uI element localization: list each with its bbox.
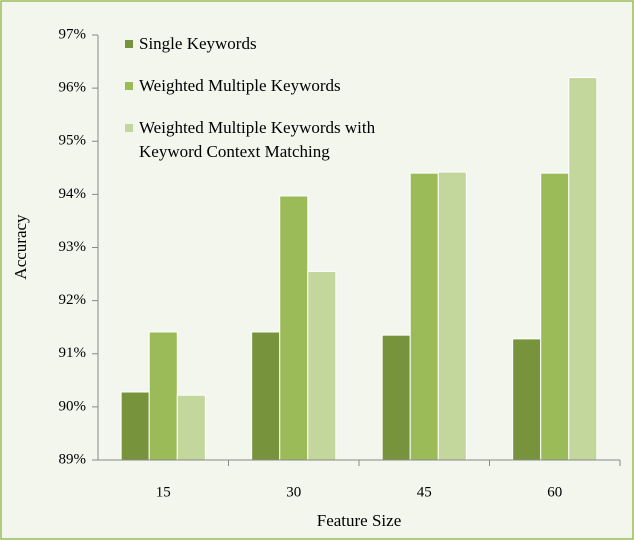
y-tick-label: 90%	[59, 398, 87, 414]
bar	[512, 338, 542, 461]
x-tick-label: 60	[547, 484, 562, 500]
bar	[409, 172, 439, 461]
bar	[307, 270, 337, 461]
x-tick-label: 45	[417, 484, 432, 500]
y-tick-label: 92%	[59, 292, 87, 308]
x-tick-label: 30	[286, 484, 301, 500]
legend-label: Single Keywords	[139, 34, 257, 53]
y-tick-label: 97%	[59, 26, 87, 42]
y-axis-label: Accuracy	[11, 214, 30, 280]
y-tick-label: 93%	[59, 239, 87, 255]
bar	[279, 195, 309, 461]
legend-marker	[125, 40, 133, 48]
bar	[568, 77, 598, 461]
y-tick-label: 91%	[59, 345, 87, 361]
y-tick-label: 94%	[59, 186, 87, 202]
x-tick-label: 15	[156, 484, 171, 500]
legend-marker	[125, 82, 133, 90]
legend-label: Weighted Multiple Keywords with Keyword …	[139, 118, 376, 161]
bar	[120, 391, 150, 461]
legend-marker	[125, 124, 133, 132]
y-tick-label: 96%	[59, 80, 87, 96]
y-tick-label: 89%	[59, 451, 87, 467]
bar	[148, 331, 178, 461]
bar	[251, 331, 281, 461]
bar	[381, 334, 411, 461]
y-tick-label: 95%	[59, 133, 87, 149]
bar	[176, 394, 206, 461]
x-axis-label: Feature Size	[317, 511, 402, 530]
bar	[437, 171, 467, 461]
legend-label: Weighted Multiple Keywords	[139, 76, 341, 95]
bar	[540, 172, 570, 461]
